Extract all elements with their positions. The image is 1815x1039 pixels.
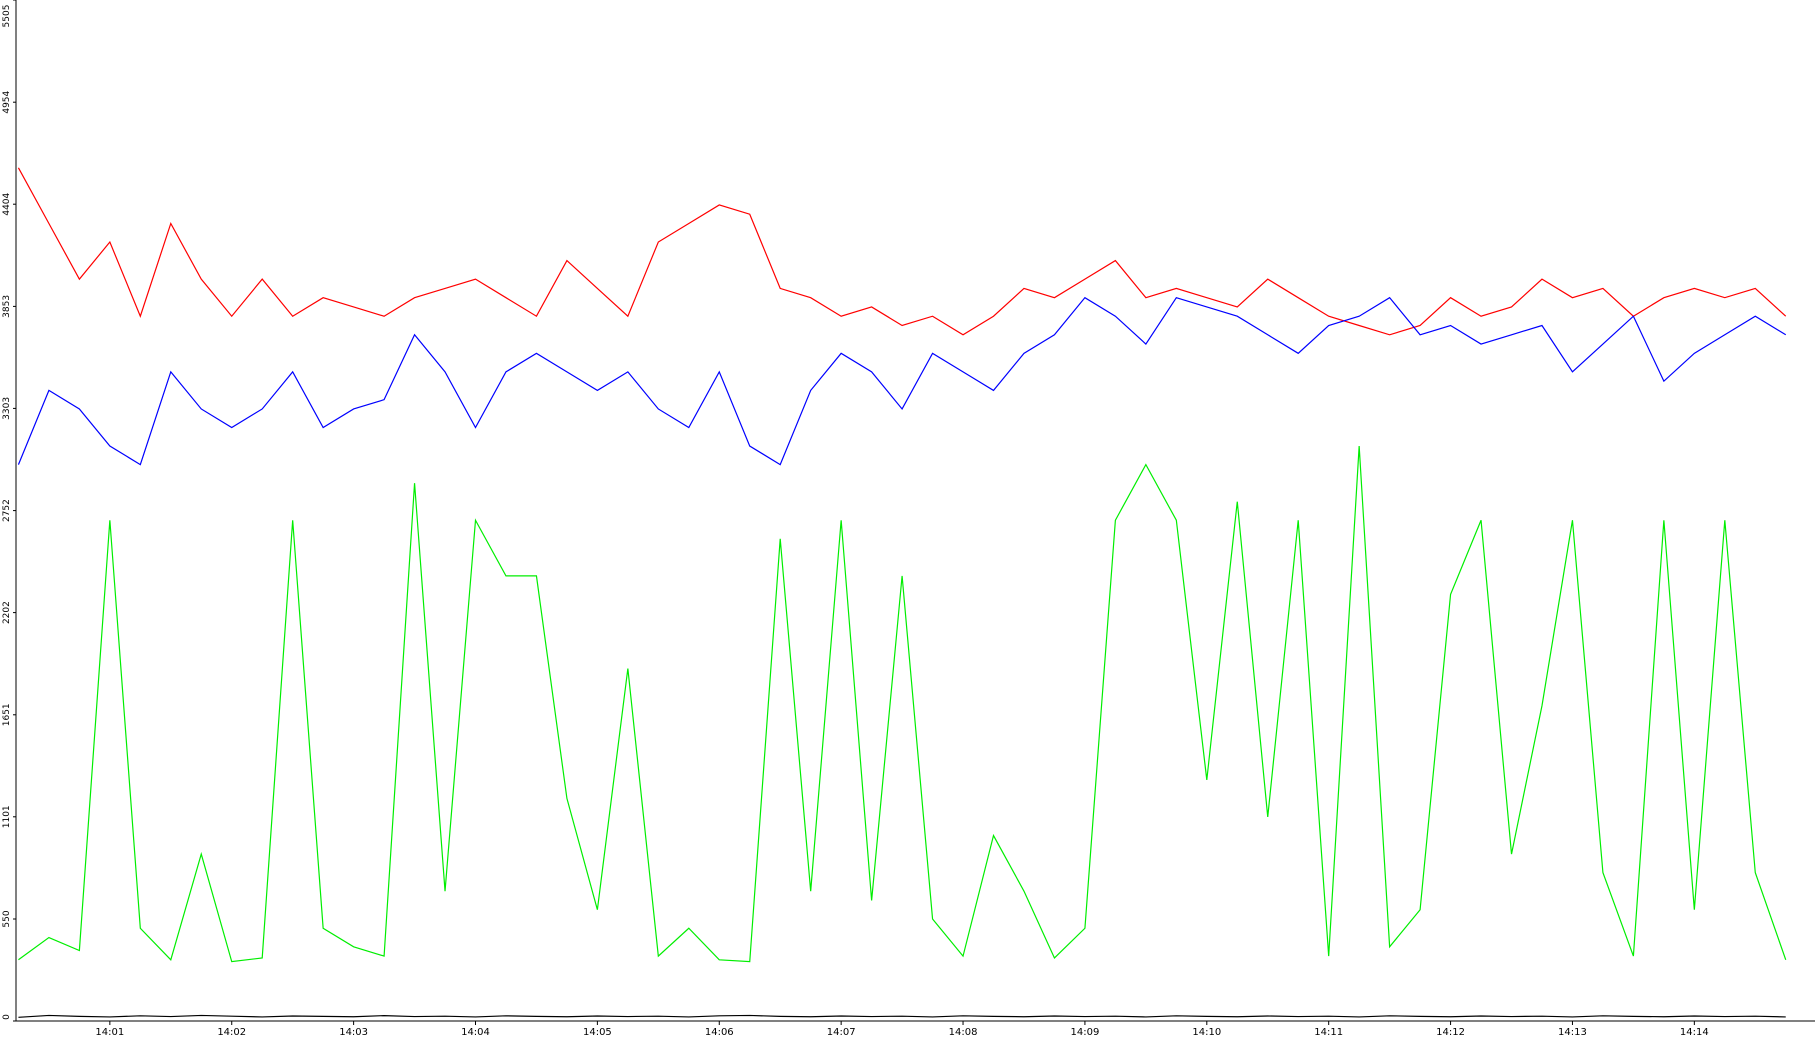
y-tick-label: 1101 [2,805,12,828]
x-tick-label: 14:13 [1558,1027,1587,1038]
x-tick-label: 14:01 [95,1027,124,1038]
x-tick-label: 14:14 [1680,1027,1709,1038]
y-tick-label: 0 [2,1014,12,1020]
x-tick-label: 14:03 [339,1027,368,1038]
x-tick-label: 14:08 [949,1027,978,1038]
series-line [18,446,1787,963]
x-tick-label: 14:06 [705,1027,734,1038]
y-tick-label: 3303 [2,397,12,420]
x-tick-label: 14:05 [583,1027,612,1038]
y-tick-label: 4404 [2,192,12,215]
x-tick-label: 14:02 [217,1027,246,1038]
x-tick-label: 14:07 [827,1027,856,1038]
series-line [17,167,1787,336]
x-tick-label: 14:10 [1192,1027,1221,1038]
y-tick-label: 5505 [2,5,12,28]
y-tick-label: 550 [2,910,12,927]
x-tick-label: 14:12 [1436,1027,1465,1038]
y-tick-label: 2752 [2,499,12,522]
series-line [17,296,1787,466]
x-tick-label: 14:11 [1314,1027,1343,1038]
y-tick-label: 3853 [2,295,12,318]
y-tick-label: 1651 [2,703,12,726]
y-tick-label: 2202 [2,601,12,624]
x-tick-label: 14:09 [1071,1027,1100,1038]
y-tick-label: 4954 [2,90,12,113]
series-line [18,1014,1786,1018]
x-tick-label: 14:04 [461,1027,490,1038]
